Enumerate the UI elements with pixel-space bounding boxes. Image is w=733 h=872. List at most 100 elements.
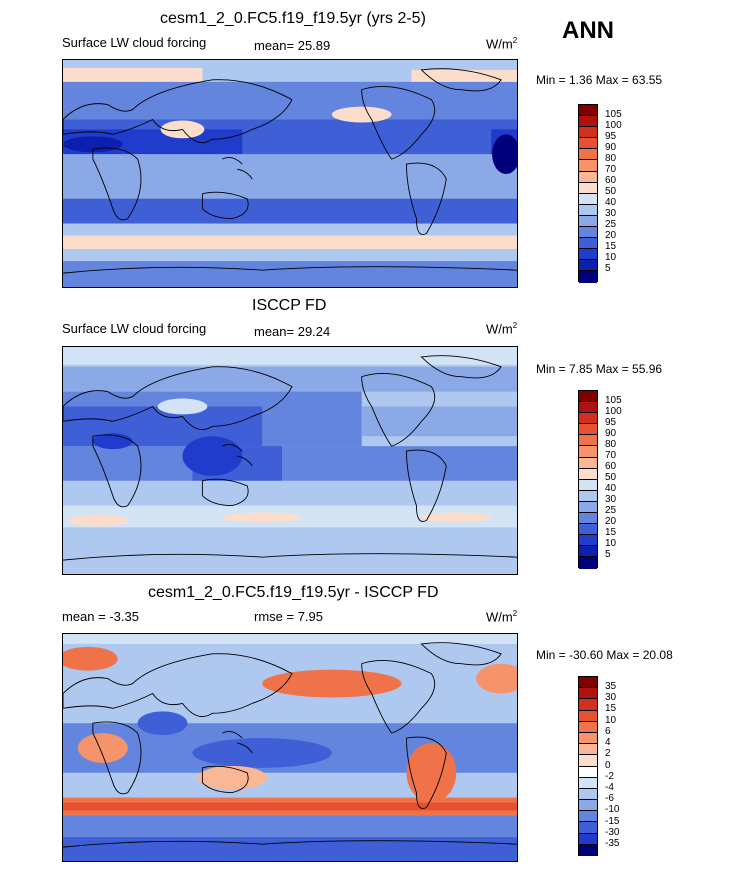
colorbar-3-swatch bbox=[579, 721, 597, 733]
colorbar-2-tick: 90 bbox=[605, 428, 617, 439]
panel-2-map bbox=[62, 346, 518, 575]
season-label: ANN bbox=[562, 17, 614, 44]
colorbar-3-tick: 30 bbox=[605, 692, 617, 703]
colorbar-3-swatch bbox=[579, 699, 597, 711]
colorbar-2-swatch bbox=[579, 391, 597, 403]
colorbar-1-tick: 15 bbox=[605, 241, 617, 252]
colorbar-2-swatch bbox=[579, 446, 597, 458]
colorbar-2-tick: 10 bbox=[605, 538, 617, 549]
colorbar-2-tick: 20 bbox=[605, 516, 617, 527]
colorbar-1-swatch bbox=[579, 271, 597, 283]
colorbar-1-tick: 50 bbox=[605, 186, 617, 197]
colorbar-1-tick: 70 bbox=[605, 164, 617, 175]
panel-1-map bbox=[62, 59, 518, 288]
panel-1-colorbar bbox=[578, 104, 598, 283]
panel-2-minmax: Min = 7.85 Max = 55.96 bbox=[536, 362, 663, 376]
colorbar-3-tick: 4 bbox=[605, 737, 611, 748]
colorbar-1-swatch bbox=[579, 193, 597, 205]
panel-3-title: cesm1_2_0.FC5.f19_f19.5yr - ISCCP FD bbox=[148, 584, 439, 601]
colorbar-1-swatch bbox=[579, 105, 597, 117]
colorbar-2-swatch bbox=[579, 479, 597, 491]
colorbar-3-swatch bbox=[579, 710, 597, 722]
colorbar-3-tick: -10 bbox=[605, 804, 620, 815]
panel-2-title: ISCCP FD bbox=[252, 297, 327, 314]
colorbar-3-swatch bbox=[579, 833, 597, 845]
colorbar-3-tick: -30 bbox=[605, 827, 620, 838]
panel-2-map-svg bbox=[63, 347, 517, 574]
colorbar-3-swatch bbox=[579, 755, 597, 767]
colorbar-3-swatch bbox=[579, 811, 597, 823]
colorbar-3-tick: -2 bbox=[605, 771, 614, 782]
colorbar-3-tick: 35 bbox=[605, 681, 617, 692]
colorbar-2-tick: 60 bbox=[605, 461, 617, 472]
panel-2-colorbar bbox=[578, 390, 598, 569]
panel-1-map-svg bbox=[63, 60, 517, 287]
colorbar-2-tick: 70 bbox=[605, 450, 617, 461]
colorbar-2-swatch bbox=[579, 546, 597, 558]
colorbar-1-swatch bbox=[579, 171, 597, 183]
colorbar-1-swatch bbox=[579, 182, 597, 194]
colorbar-1-swatch bbox=[579, 138, 597, 150]
panel-2-units: W/m2 bbox=[486, 321, 518, 337]
colorbar-1-tick: 30 bbox=[605, 208, 617, 219]
colorbar-1-swatch bbox=[579, 160, 597, 172]
colorbar-1-tick: 100 bbox=[605, 120, 622, 131]
colorbar-3-swatch bbox=[579, 844, 597, 856]
colorbar-2-tick: 95 bbox=[605, 417, 617, 428]
colorbar-2-tick: 5 bbox=[605, 549, 611, 560]
panel-3-minmax: Min = -30.60 Max = 20.08 bbox=[536, 648, 673, 662]
colorbar-1-swatch bbox=[579, 149, 597, 161]
colorbar-1-swatch bbox=[579, 204, 597, 216]
colorbar-1-tick: 105 bbox=[605, 109, 622, 120]
colorbar-1-swatch bbox=[579, 227, 597, 239]
colorbar-2-swatch bbox=[579, 490, 597, 502]
colorbar-3-swatch bbox=[579, 688, 597, 700]
colorbar-2-swatch bbox=[579, 424, 597, 436]
panel-3-map bbox=[62, 633, 518, 862]
colorbar-2-tick: 40 bbox=[605, 483, 617, 494]
panel-2-mean: mean= 29.24 bbox=[254, 324, 331, 339]
colorbar-2-swatch bbox=[579, 535, 597, 547]
colorbar-1-tick: 25 bbox=[605, 219, 617, 230]
colorbar-3-tick: 6 bbox=[605, 726, 611, 737]
colorbar-3-tick: 10 bbox=[605, 715, 617, 726]
panel-3-colorbar bbox=[578, 676, 598, 856]
colorbar-2-tick: 30 bbox=[605, 494, 617, 505]
colorbar-1-tick: 40 bbox=[605, 197, 617, 208]
colorbar-3-tick: 0 bbox=[605, 760, 611, 771]
colorbar-2-swatch bbox=[579, 501, 597, 514]
colorbar-3-swatch bbox=[579, 766, 597, 778]
colorbar-3-tick: -6 bbox=[605, 793, 614, 804]
colorbar-1-swatch bbox=[579, 215, 597, 228]
colorbar-3-tick: 2 bbox=[605, 748, 611, 759]
panel-3-mean: mean = -3.35 bbox=[62, 609, 139, 624]
colorbar-1-swatch bbox=[579, 238, 597, 250]
panel-1-units: W/m2 bbox=[486, 36, 518, 52]
colorbar-1-swatch bbox=[579, 127, 597, 139]
colorbar-3-tick: -4 bbox=[605, 782, 614, 793]
panel-1-title: cesm1_2_0.FC5.f19_f19.5yr (yrs 2-5) bbox=[160, 10, 426, 27]
colorbar-2-tick: 100 bbox=[605, 406, 622, 417]
colorbar-1-tick: 20 bbox=[605, 230, 617, 241]
colorbar-2-swatch bbox=[579, 468, 597, 480]
colorbar-3-swatch bbox=[579, 800, 597, 812]
panel-2-field-label: Surface LW cloud forcing bbox=[62, 321, 207, 336]
colorbar-3-swatch bbox=[579, 677, 597, 689]
colorbar-2-tick: 50 bbox=[605, 472, 617, 483]
colorbar-3-swatch bbox=[579, 822, 597, 834]
colorbar-1-tick: 5 bbox=[605, 263, 611, 274]
colorbar-3-tick: 15 bbox=[605, 703, 617, 714]
panel-3-units: W/m2 bbox=[486, 609, 518, 625]
colorbar-2-tick: 15 bbox=[605, 527, 617, 538]
colorbar-3-swatch bbox=[579, 732, 597, 745]
colorbar-2-tick: 25 bbox=[605, 505, 617, 516]
colorbar-1-swatch bbox=[579, 260, 597, 272]
colorbar-2-swatch bbox=[579, 413, 597, 425]
colorbar-2-swatch bbox=[579, 435, 597, 447]
colorbar-1-tick: 95 bbox=[605, 131, 617, 142]
panel-1-mean: mean= 25.89 bbox=[254, 38, 331, 53]
colorbar-2-swatch bbox=[579, 457, 597, 469]
panel-3-map-svg bbox=[63, 634, 517, 861]
colorbar-3-swatch bbox=[579, 788, 597, 801]
panel-1-minmax: Min = 1.36 Max = 63.55 bbox=[536, 73, 663, 87]
